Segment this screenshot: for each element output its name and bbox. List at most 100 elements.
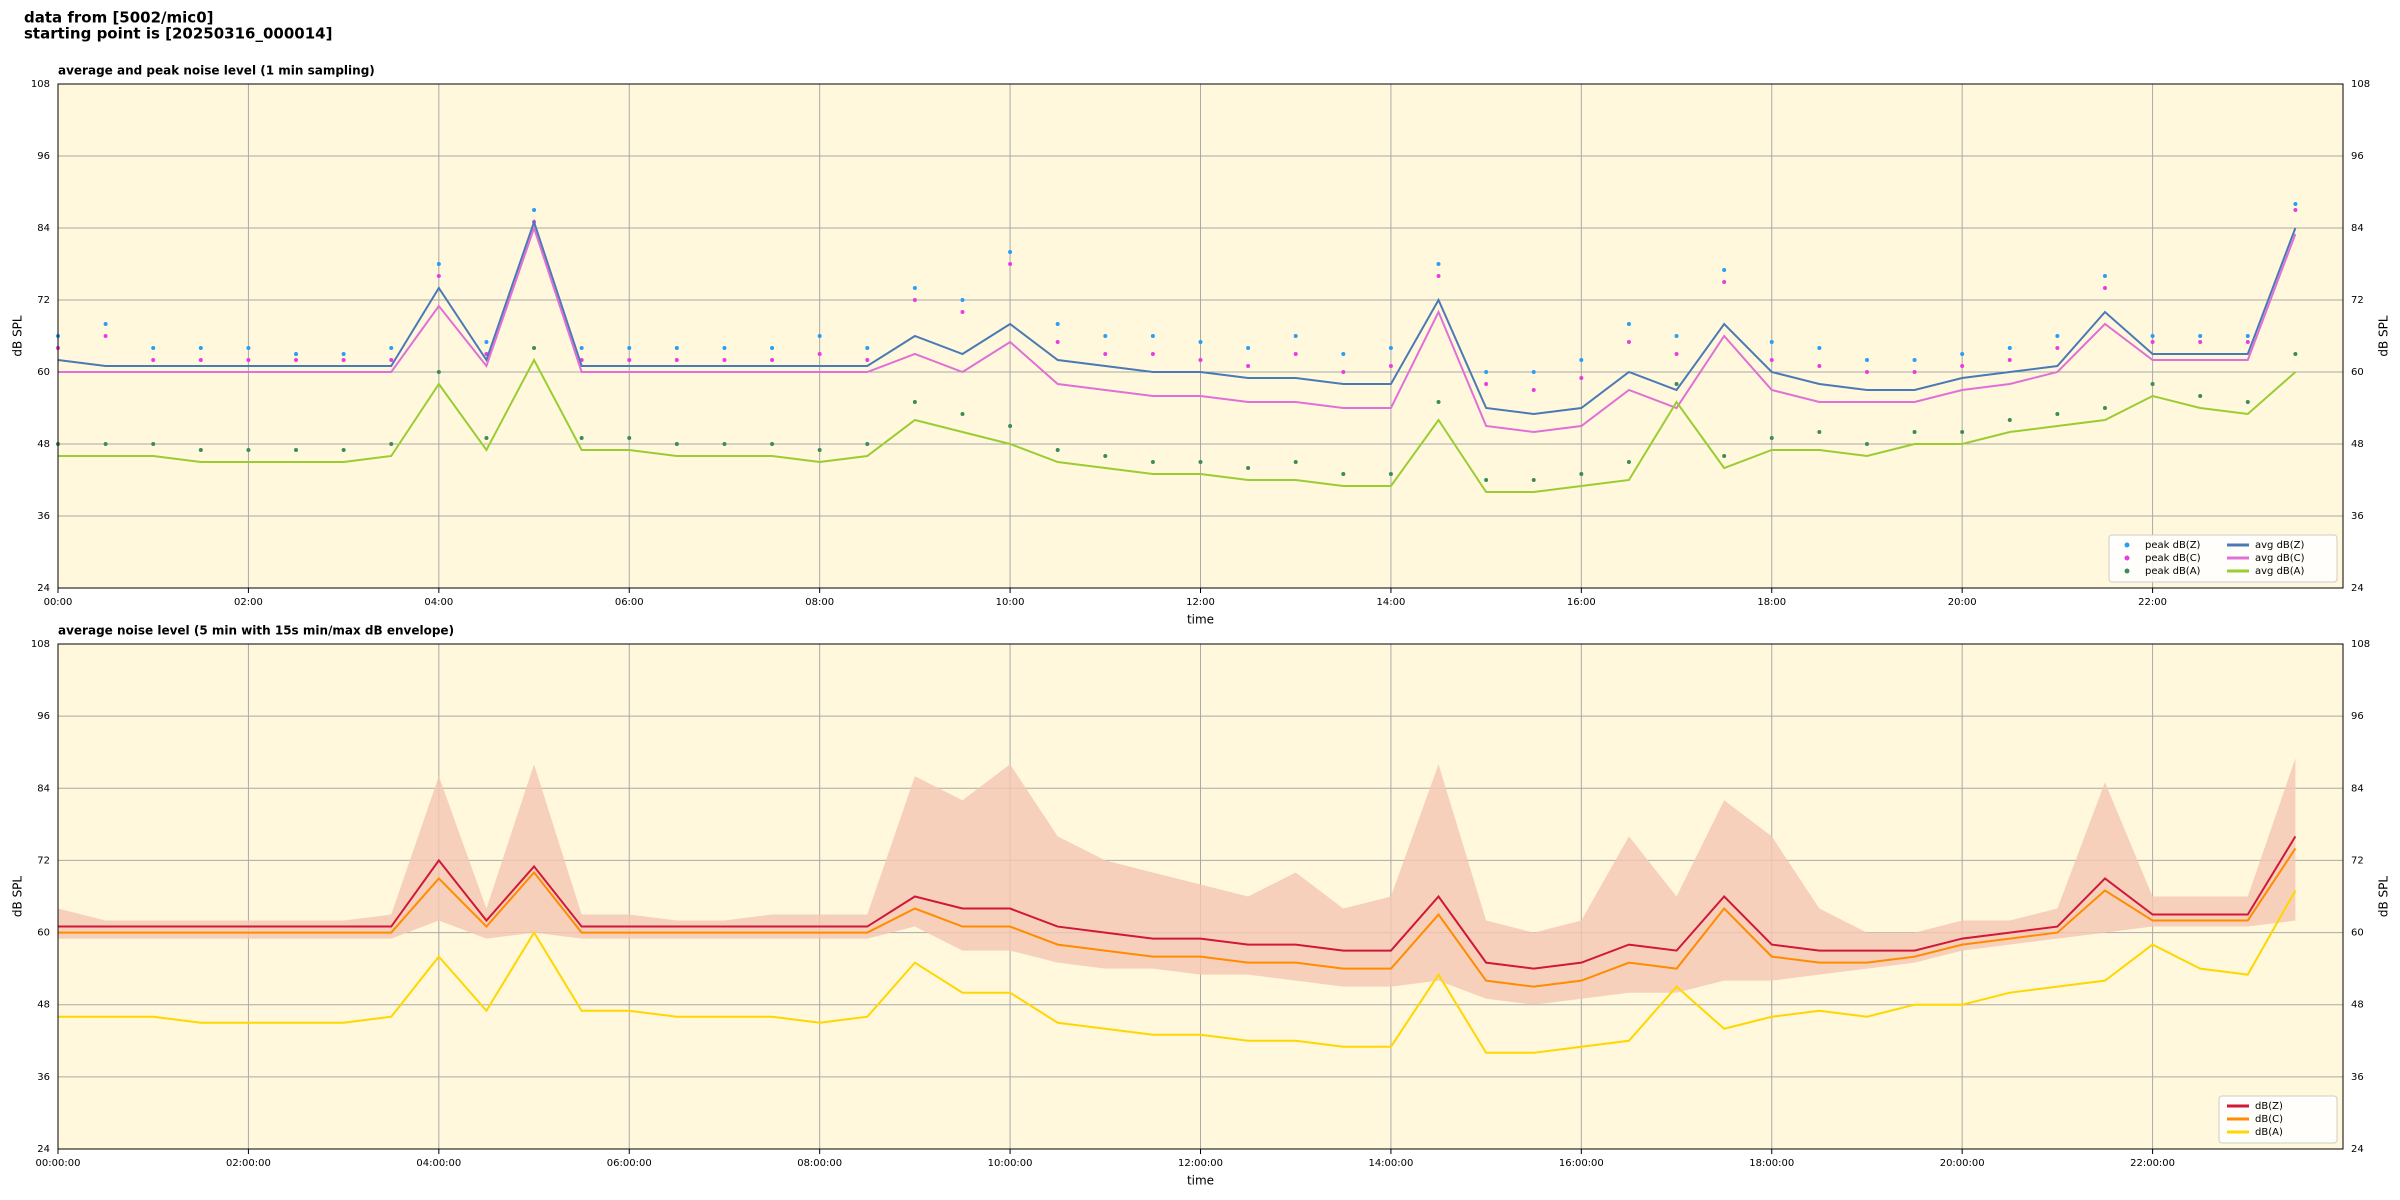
- y-tick-label: 60: [2351, 367, 2364, 378]
- peak-point: [1864, 358, 1869, 362]
- y-tick-label: 84: [37, 223, 50, 234]
- legend: dB(Z) dB(C) dB(A): [2218, 1095, 2338, 1144]
- legend-label: avg dB(A): [2255, 566, 2305, 577]
- peak-point: [1150, 460, 1155, 464]
- x-axis-label: time: [1187, 1174, 1214, 1188]
- peak-point: [2198, 334, 2203, 338]
- peak-point: [198, 358, 203, 362]
- legend-label: dB(A): [2255, 1127, 2283, 1138]
- peak-point: [1912, 430, 1917, 434]
- x-tick-label: 20:00: [1948, 597, 1977, 608]
- peak-point: [2007, 346, 2012, 350]
- peak-point: [1626, 460, 1631, 464]
- peak-point: [294, 358, 299, 362]
- peak-point: [1388, 472, 1393, 476]
- series-line: [58, 847, 2297, 988]
- peak-point: [341, 358, 346, 362]
- peak-point: [1674, 334, 1679, 338]
- series-line: [57, 218, 2297, 416]
- peak-point: [674, 358, 679, 362]
- y-tick-label: 48: [37, 1000, 50, 1011]
- peak-point: [770, 346, 775, 350]
- plot-frame: [57, 83, 2344, 589]
- peak-point: [532, 346, 537, 350]
- peak-point: [579, 436, 584, 440]
- legend-label: peak dB(Z): [2145, 540, 2201, 551]
- peak-point: [198, 448, 203, 452]
- y-tick-label: 72: [2351, 855, 2364, 866]
- peak-point: [1246, 364, 1251, 368]
- peak-point: [1293, 460, 1298, 464]
- peak-point: [1817, 364, 1822, 368]
- peak-point: [151, 442, 156, 446]
- peak-point: [865, 358, 870, 362]
- x-tick-label: 16:00:00: [1559, 1158, 1604, 1169]
- peak-point: [1388, 346, 1393, 350]
- legend-marker: [2124, 542, 2130, 548]
- peak-point: [960, 310, 965, 314]
- peak-point: [1864, 370, 1869, 374]
- peak-point: [389, 442, 394, 446]
- peak-point: [1008, 424, 1013, 428]
- y-tick-label: 72: [37, 295, 50, 306]
- peak-point: [722, 358, 727, 362]
- peak-point: [436, 370, 441, 374]
- legend-marker: [2124, 555, 2130, 561]
- y-tick-label: 96: [37, 151, 50, 162]
- peak-point: [341, 448, 346, 452]
- y-tick-label: 108: [2351, 79, 2370, 90]
- peak-point: [770, 442, 775, 446]
- y-tick-label: 36: [37, 511, 50, 522]
- peak-point: [1055, 340, 1060, 344]
- peak-point: [2102, 406, 2107, 410]
- legend-label: dB(C): [2255, 1114, 2283, 1125]
- y-tick-label: 24: [2351, 583, 2364, 594]
- peak-point: [2245, 400, 2250, 404]
- legend-marker: [2124, 568, 2130, 574]
- peak-point: [1579, 358, 1584, 362]
- peak-point: [2055, 334, 2060, 338]
- peak-point: [1960, 430, 1965, 434]
- peak-point: [341, 352, 346, 356]
- x-tick-label: 16:00: [1567, 597, 1596, 608]
- peak-point: [1103, 334, 1108, 338]
- peak-point: [1817, 346, 1822, 350]
- y-tick-label: 108: [31, 79, 50, 90]
- peak-point: [294, 352, 299, 356]
- peak-point: [674, 442, 679, 446]
- peak-point: [770, 358, 775, 362]
- peak-point: [2007, 418, 2012, 422]
- peak-point: [246, 448, 251, 452]
- y-tick-label: 60: [37, 928, 50, 939]
- peak-point: [1436, 274, 1441, 278]
- peak-point: [817, 334, 822, 338]
- peak-point: [1960, 352, 1965, 356]
- x-tick-label: 04:00:00: [416, 1158, 461, 1169]
- peak-point: [960, 412, 965, 416]
- peak-point: [1293, 352, 1298, 356]
- series-line: [58, 357, 2297, 493]
- peak-point: [960, 298, 965, 302]
- peak-point: [912, 286, 917, 290]
- peak-point: [912, 298, 917, 302]
- chart-title: average and peak noise level (1 min samp…: [58, 64, 375, 78]
- peak-point: [674, 346, 679, 350]
- peak-point: [1341, 370, 1346, 374]
- peak-point: [1246, 466, 1251, 470]
- peak-point: [1103, 352, 1108, 356]
- y-tick-label: 84: [37, 783, 50, 794]
- y-tick-label: 48: [37, 439, 50, 450]
- peak-point: [532, 208, 537, 212]
- peak-point: [1769, 358, 1774, 362]
- peak-point: [1912, 358, 1917, 362]
- peak-point: [1531, 370, 1536, 374]
- peak-point: [1198, 340, 1203, 344]
- peak-point: [579, 346, 584, 350]
- peak-point: [2150, 334, 2155, 338]
- x-tick-label: 10:00: [996, 597, 1025, 608]
- x-tick-label: 10:00:00: [988, 1158, 1033, 1169]
- peak-point: [246, 358, 251, 362]
- peak-point: [912, 400, 917, 404]
- plot-frame: [57, 643, 2344, 1150]
